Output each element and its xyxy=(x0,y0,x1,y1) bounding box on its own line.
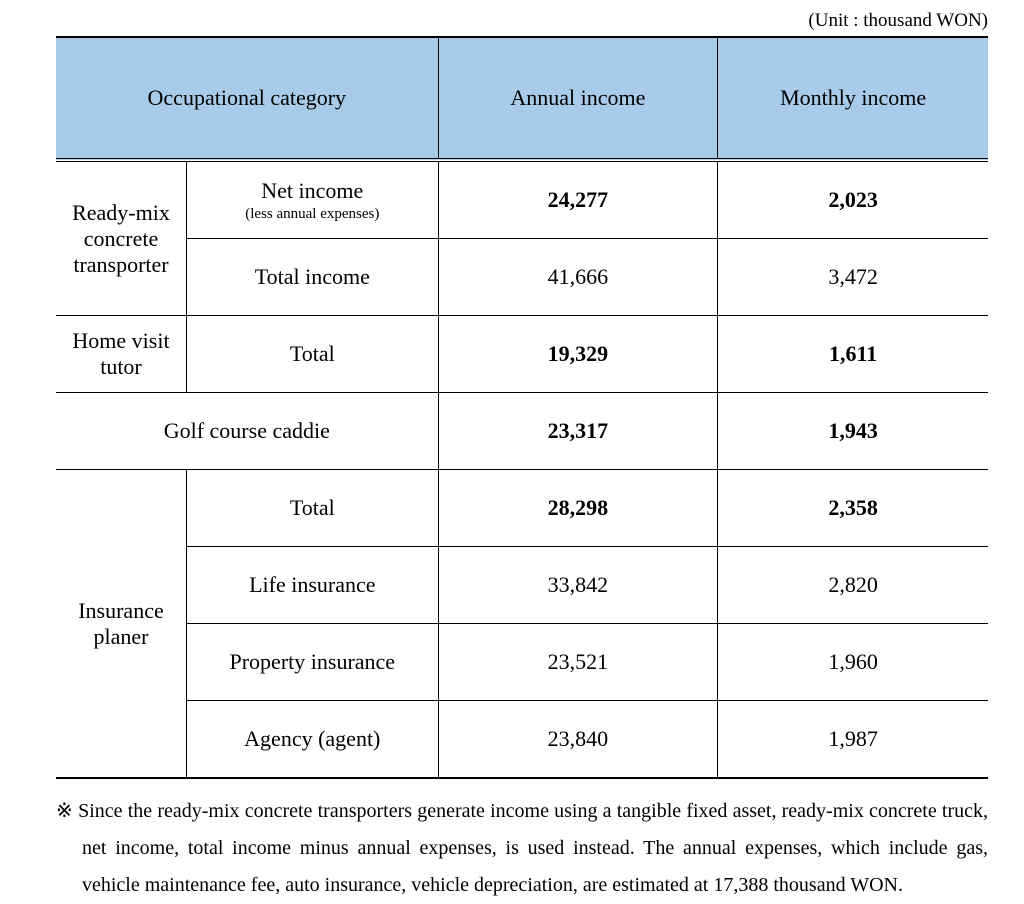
table-row: Life insurance 33,842 2,820 xyxy=(56,547,988,624)
cell-rmx-net-monthly: 2,023 xyxy=(718,160,988,239)
table-row: Insurance planer Total 28,298 2,358 xyxy=(56,470,988,547)
cell-caddie-label: Golf course caddie xyxy=(56,393,438,470)
cell-ins-prop-monthly: 1,960 xyxy=(718,624,988,701)
table-row: Home visit tutor Total 19,329 1,611 xyxy=(56,316,988,393)
rmx-net-sub: (less annual expenses) xyxy=(187,206,438,223)
table-row: Total income 41,666 3,472 xyxy=(56,239,988,316)
footnote-text: Since the ready-mix concrete transporter… xyxy=(78,800,988,896)
cell-caddie-annual: 23,317 xyxy=(438,393,718,470)
unit-label: (Unit : thousand WON) xyxy=(56,10,988,32)
table-row: Property insurance 23,521 1,960 xyxy=(56,624,988,701)
cell-ins-total-monthly: 2,358 xyxy=(718,470,988,547)
cell-ins-agency-monthly: 1,987 xyxy=(718,701,988,779)
cell-ins-agency-annual: 23,840 xyxy=(438,701,718,779)
page-wrap: (Unit : thousand WON) Occupational categ… xyxy=(0,0,1024,904)
cell-tutor-annual: 19,329 xyxy=(438,316,718,393)
cell-tutor-sub: Total xyxy=(186,316,438,393)
cell-ins-prop-annual: 23,521 xyxy=(438,624,718,701)
cell-rmx-total-annual: 41,666 xyxy=(438,239,718,316)
cell-rmx-net-label: Net income (less annual expenses) xyxy=(186,160,438,239)
cell-ins-agency-label: Agency (agent) xyxy=(186,701,438,779)
cell-rmx-total-monthly: 3,472 xyxy=(718,239,988,316)
rmx-label-text: Ready-mix concrete transporter xyxy=(72,200,170,277)
cell-ins-life-annual: 33,842 xyxy=(438,547,718,624)
cell-ins-total-label: Total xyxy=(186,470,438,547)
footnote-marker: ※ xyxy=(56,800,78,822)
cell-rmx-label: Ready-mix concrete transporter xyxy=(56,160,186,316)
header-annual: Annual income xyxy=(438,37,718,160)
cell-caddie-monthly: 1,943 xyxy=(718,393,988,470)
cell-ins-label: Insurance planer xyxy=(56,470,186,779)
cell-ins-prop-label: Property insurance xyxy=(186,624,438,701)
income-table: Occupational category Annual income Mont… xyxy=(56,36,988,779)
cell-tutor-monthly: 1,611 xyxy=(718,316,988,393)
cell-rmx-total-label: Total income xyxy=(186,239,438,316)
header-monthly: Monthly income xyxy=(718,37,988,160)
rmx-net-main: Net income xyxy=(261,178,363,203)
header-occupational: Occupational category xyxy=(56,37,438,160)
footnote: ※ Since the ready-mix concrete transport… xyxy=(56,793,988,904)
table-row: Golf course caddie 23,317 1,943 xyxy=(56,393,988,470)
cell-ins-total-annual: 28,298 xyxy=(438,470,718,547)
cell-ins-life-monthly: 2,820 xyxy=(718,547,988,624)
table-row: Ready-mix concrete transporter Net incom… xyxy=(56,160,988,239)
cell-ins-life-label: Life insurance xyxy=(186,547,438,624)
table-row: Agency (agent) 23,840 1,987 xyxy=(56,701,988,779)
cell-tutor-label: Home visit tutor xyxy=(56,316,186,393)
cell-rmx-net-annual: 24,277 xyxy=(438,160,718,239)
